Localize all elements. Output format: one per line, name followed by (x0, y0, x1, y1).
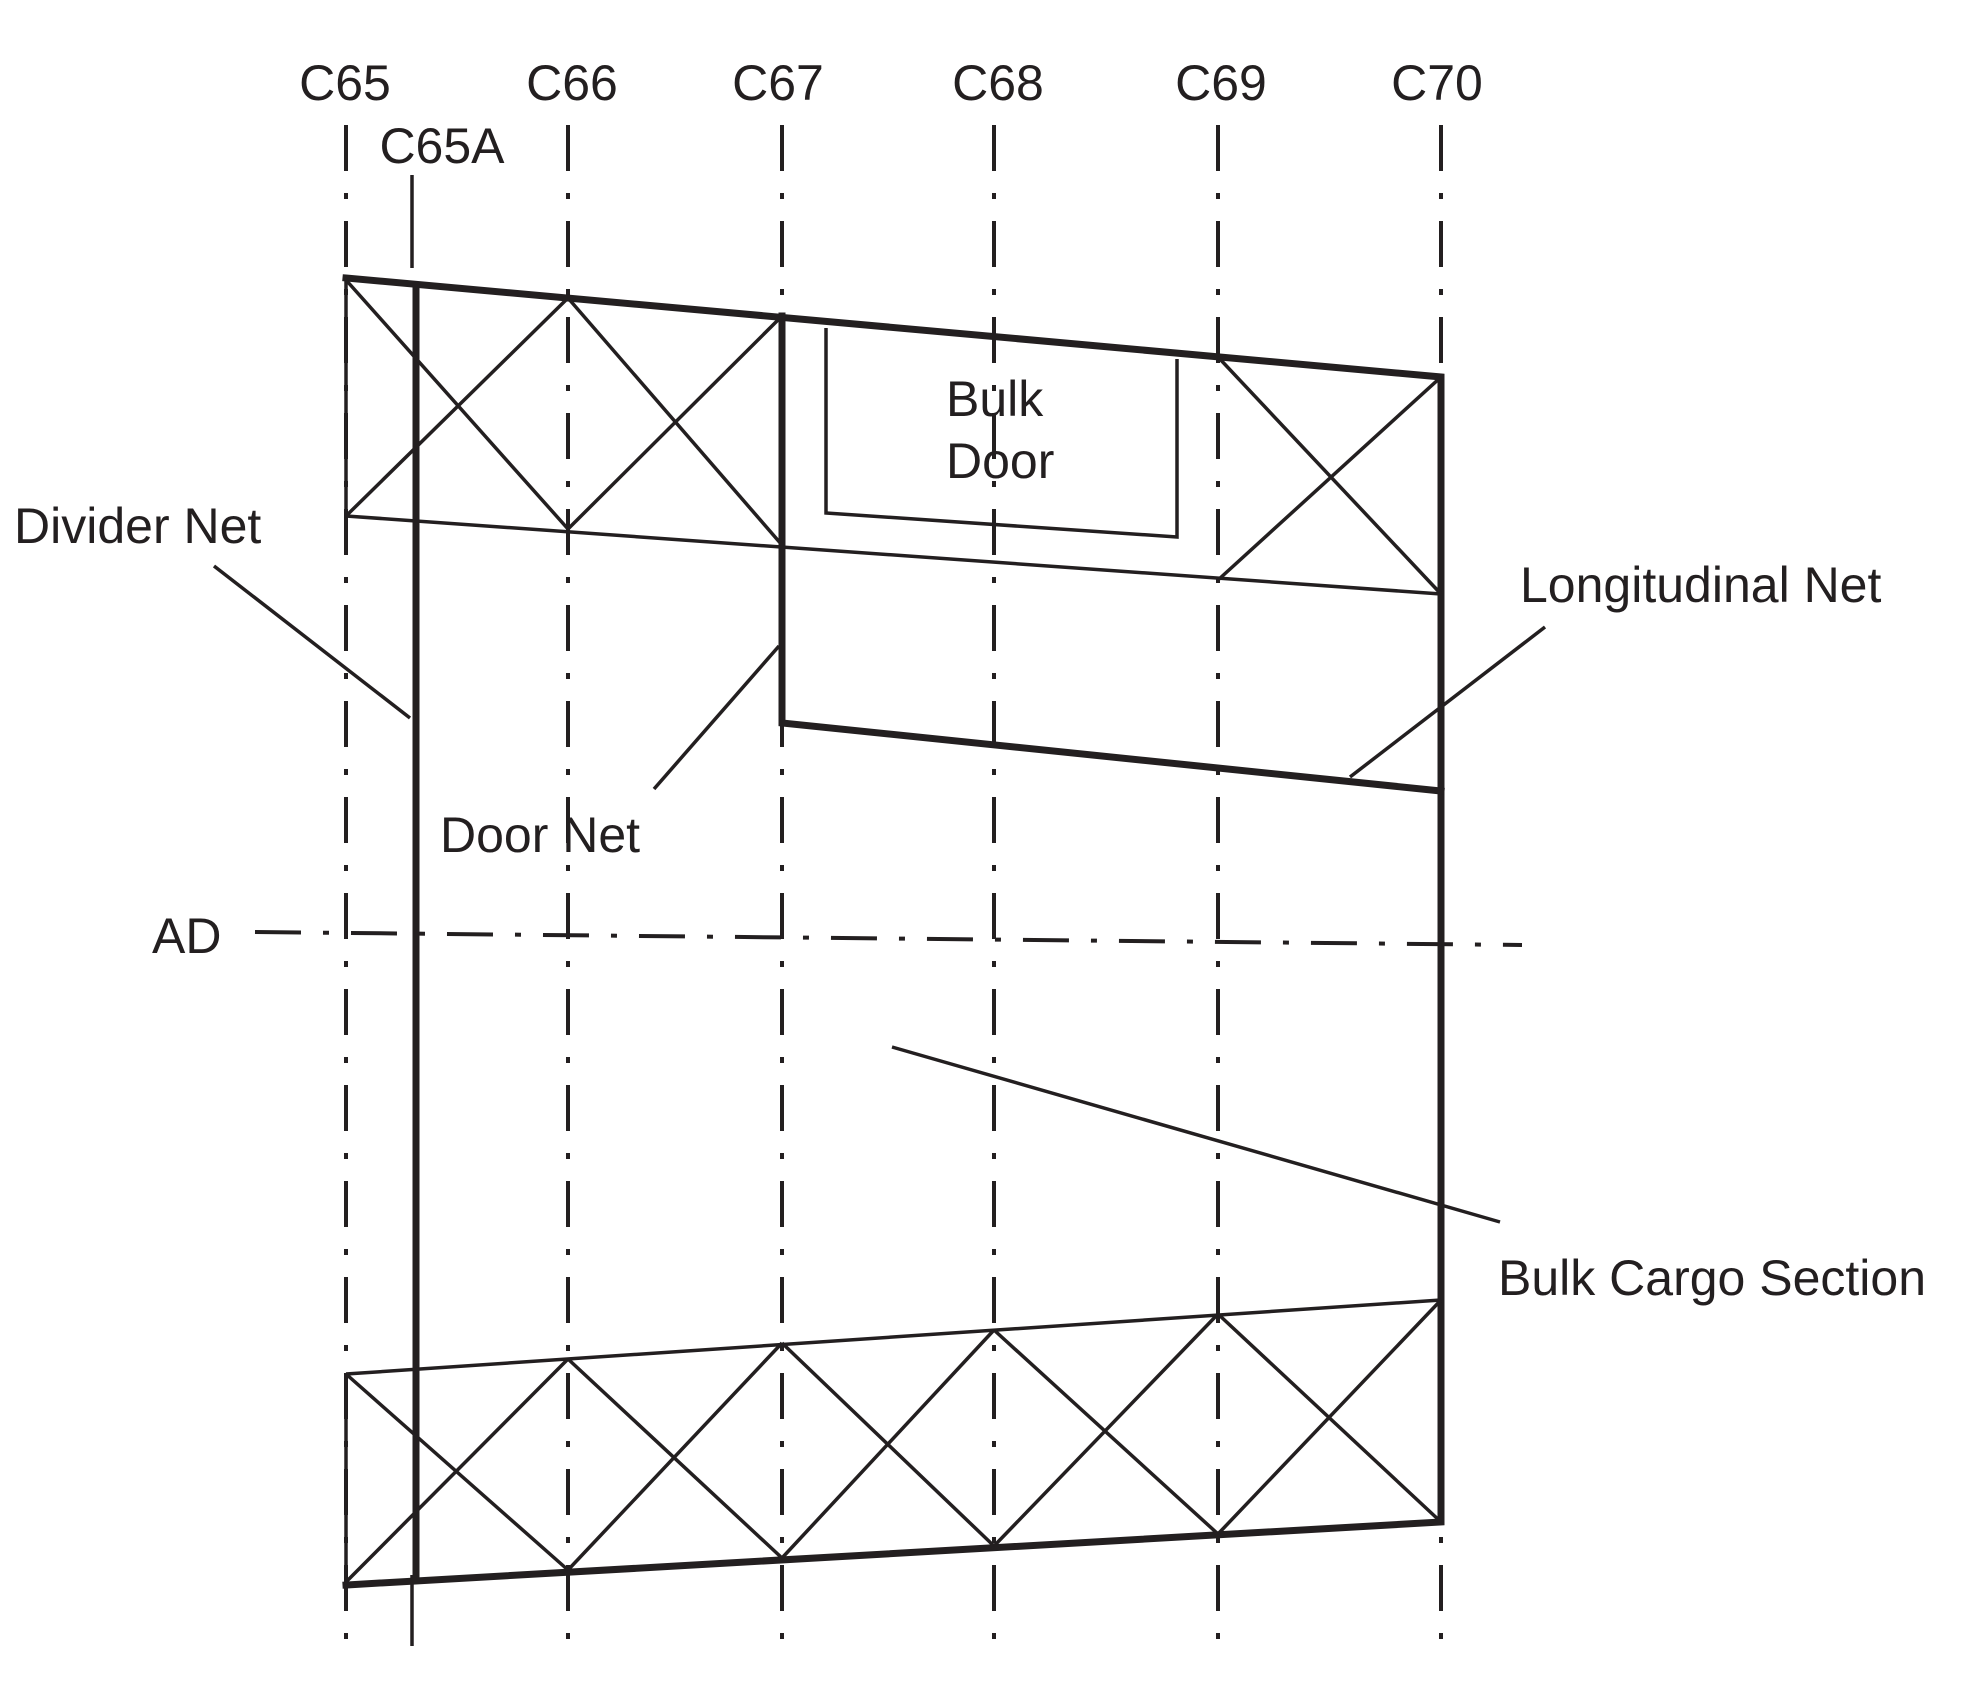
net-cross-line (566, 314, 784, 531)
door-net (778, 312, 1445, 795)
ad-line (254, 930, 1523, 947)
frame-label-c70: C70 (1391, 55, 1483, 111)
net-cross-line (344, 278, 570, 531)
net-cross-line (992, 1312, 1220, 1548)
net-cross-line (780, 1328, 996, 1560)
frame-label-c69: C69 (1175, 55, 1267, 111)
net-cross-line (1216, 375, 1443, 582)
compartment-top-edge (342, 274, 1445, 1589)
frame-label-c66: C66 (526, 55, 618, 111)
net-cross-line (1216, 355, 1443, 596)
top-band-lower-edge (345, 514, 1442, 596)
frame-label-c65a: C65A (379, 118, 505, 174)
leader-lines (212, 564, 1547, 1224)
frame-label-c68: C68 (952, 55, 1044, 111)
net-cross-line (566, 1341, 784, 1572)
compartment-outline (342, 274, 1445, 1589)
frame-label-c67: C67 (732, 55, 824, 111)
net-cross-line (1216, 1298, 1443, 1536)
divider-net-label: Divider Net (14, 498, 261, 554)
frame-label-c65: C65 (299, 55, 391, 111)
longitudinal-net-label: Longitudinal Net (1520, 557, 1881, 613)
top-net-band (344, 278, 1443, 596)
bulk-cargo-leader (891, 1045, 1501, 1224)
frame-centerlines (254, 125, 1523, 1658)
ad-label: AD (152, 908, 221, 964)
bulk-door-label-line1: Bulk (946, 371, 1044, 427)
bottom-band-upper-edge (345, 1298, 1442, 1376)
divider-net-leader (212, 564, 412, 720)
door-net-leader (652, 644, 781, 791)
door-net-label: Door Net (440, 807, 640, 863)
bulk-door-label-line2: Door (946, 433, 1054, 489)
bulk-door (824, 328, 1179, 539)
net-cross-line (344, 1357, 570, 1584)
bulk-cargo-section-label: Bulk Cargo Section (1498, 1250, 1926, 1306)
bottom-net-band (344, 1298, 1443, 1585)
net-cross-line (344, 296, 570, 518)
longitudinal-net-leader (1348, 625, 1547, 779)
